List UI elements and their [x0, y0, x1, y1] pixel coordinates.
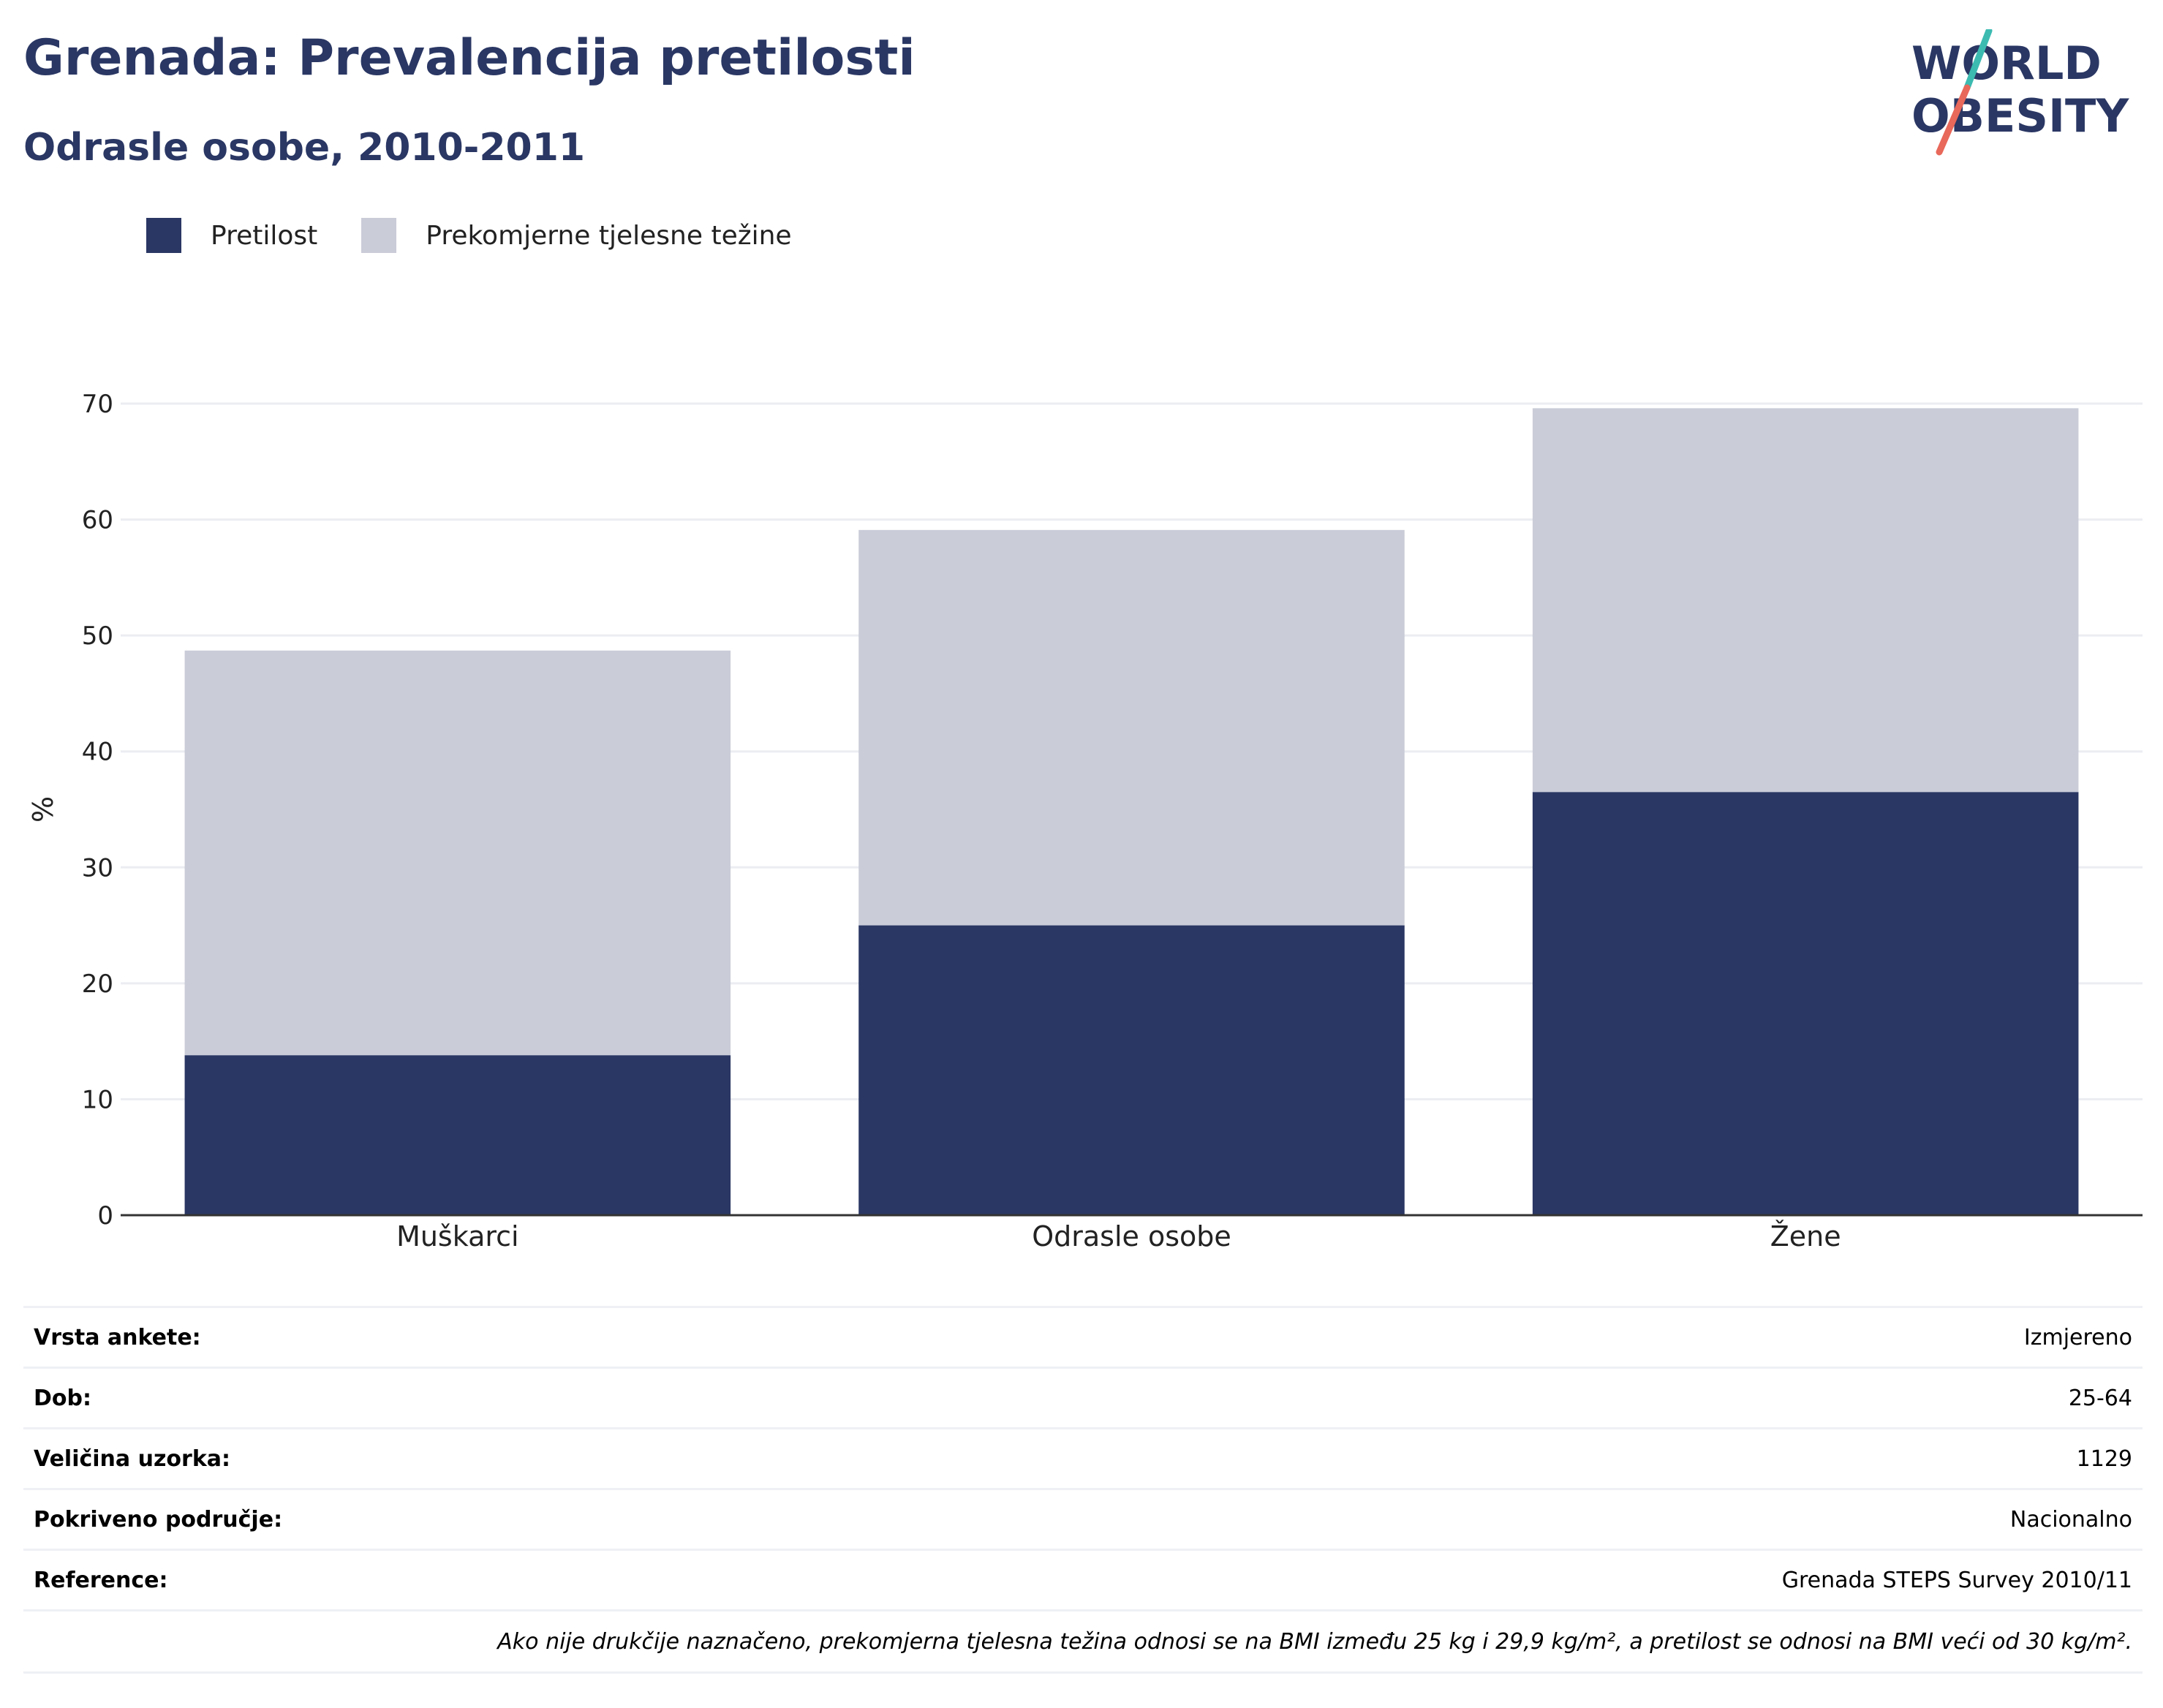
bar-overweight: [184, 650, 731, 1056]
logo-red-stroke: [1936, 84, 1971, 156]
coverage-label: Pokriveno područje:: [23, 1488, 915, 1550]
legend-swatch-obesity: [146, 218, 181, 253]
table-row: Veličina uzorka: 1129: [23, 1427, 2143, 1489]
definition-note: Ako nije drukčije naznačeno, prekomjerna…: [23, 1609, 2143, 1674]
legend: Pretilost Prekomjerne tjelesne težine: [146, 216, 836, 254]
table-row: Pokriveno područje: Nacionalno: [23, 1488, 2143, 1550]
reference-value: Grenada STEPS Survey 2010/11: [914, 1549, 2143, 1611]
y-tick-label: 70: [82, 390, 113, 419]
bar-obesity: [858, 925, 1405, 1215]
survey-type-label: Vrsta ankete:: [23, 1306, 915, 1368]
y-tick-label: 30: [82, 853, 113, 883]
y-tick-label: 20: [82, 970, 113, 999]
world-obesity-logo: WORLD OBESITY: [1911, 29, 2129, 156]
table-row: Ako nije drukčije naznačeno, prekomjerna…: [23, 1609, 2143, 1674]
y-tick-label: 0: [97, 1201, 113, 1231]
x-tick-label: Odrasle osobe: [1032, 1220, 1231, 1252]
logo-teal-stroke: [1963, 29, 1993, 91]
x-tick-label: Muškarci: [396, 1220, 519, 1252]
legend-item-obesity[interactable]: Pretilost: [146, 218, 317, 253]
legend-item-overweight[interactable]: Prekomjerne tjelesne težine: [361, 218, 792, 253]
y-tick-label: 60: [82, 506, 113, 535]
survey-type-value: Izmjereno: [914, 1306, 2143, 1368]
legend-swatch-overweight: [361, 218, 397, 253]
y-axis-title: %: [27, 796, 59, 823]
y-tick-label: 40: [82, 738, 113, 767]
x-tick-label: Žene: [1770, 1220, 1841, 1252]
bar-obesity: [1532, 792, 2079, 1215]
y-tick-label: 10: [82, 1085, 113, 1114]
legend-label-overweight: Prekomjerne tjelesne težine: [426, 220, 792, 251]
bar-chart: 0 10 20 30 40 50 60 70% Muškarci Odrasle osobe Žen…: [27, 390, 2143, 1252]
table-row: Reference: Grenada STEPS Survey 2010/11: [23, 1549, 2143, 1611]
bar-overweight: [858, 529, 1405, 926]
sample-size-value: 1129: [914, 1427, 2143, 1489]
bar-overweight: [1532, 408, 2079, 793]
reference-label: Reference:: [23, 1549, 915, 1611]
bar-obesity: [184, 1055, 731, 1215]
chart-title: Grenada: Prevalencija pretilosti: [23, 29, 916, 87]
sample-size-label: Veličina uzorka:: [23, 1427, 915, 1489]
age-value: 25-64: [914, 1367, 2143, 1429]
table-row: Vrsta ankete: Izmjereno: [23, 1306, 2143, 1368]
y-tick-label: 50: [82, 621, 113, 651]
legend-label-obesity: Pretilost: [211, 220, 318, 251]
chart-subtitle: Odrasle osobe, 2010-2011: [23, 126, 586, 170]
coverage-value: Nacionalno: [914, 1488, 2143, 1550]
table-row: Dob: 25-64: [23, 1367, 2143, 1429]
age-label: Dob:: [23, 1367, 915, 1429]
survey-info-table: Vrsta ankete: Izmjereno Dob: 25-64 Velič…: [23, 1306, 2143, 1674]
logo-line-1: WORLD: [1911, 37, 2102, 90]
